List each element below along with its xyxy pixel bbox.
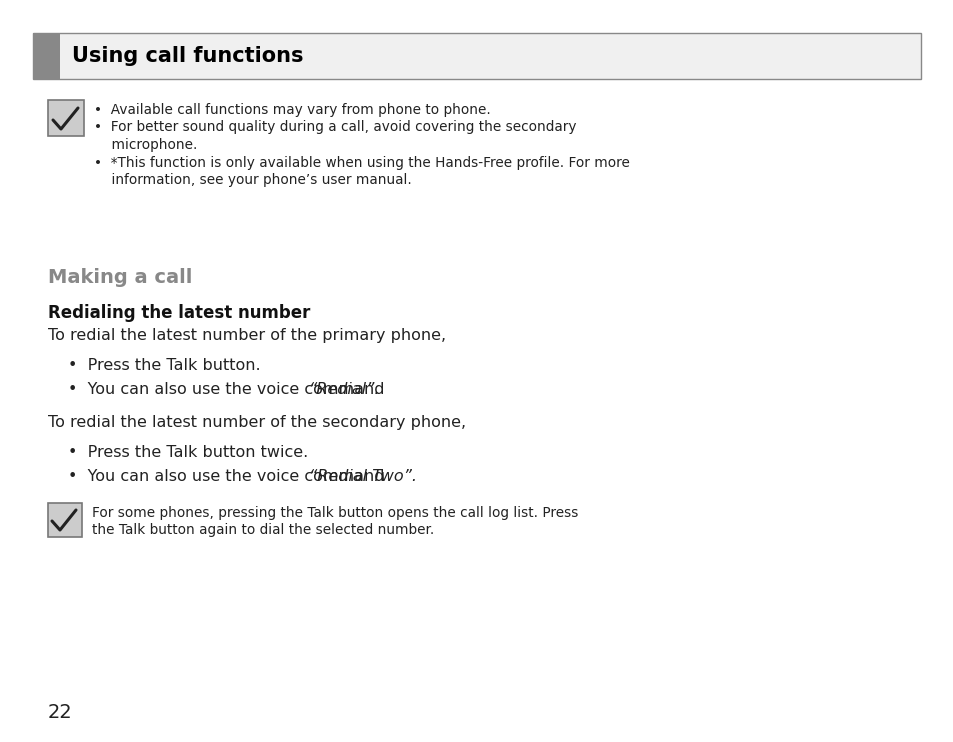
Text: •  For better sound quality during a call, avoid covering the secondary: • For better sound quality during a call… [94, 120, 576, 134]
Text: Using call functions: Using call functions [71, 46, 303, 66]
Text: •  Available call functions may vary from phone to phone.: • Available call functions may vary from… [94, 103, 490, 117]
Text: microphone.: microphone. [94, 138, 197, 152]
Text: •  You can also use the voice command: • You can also use the voice command [68, 382, 389, 397]
Text: To redial the latest number of the primary phone,: To redial the latest number of the prima… [48, 328, 446, 343]
Bar [48, 100, 84, 136]
Bar [33, 33, 920, 79]
Text: •  Press the Talk button twice.: • Press the Talk button twice. [68, 445, 308, 460]
Bar [33, 33, 60, 79]
Text: •  *This function is only available when using the Hands-Free profile. For more: • *This function is only available when … [94, 156, 629, 169]
Text: 22: 22 [48, 703, 72, 722]
Bar [48, 503, 82, 537]
Text: To redial the latest number of the secondary phone,: To redial the latest number of the secon… [48, 415, 466, 430]
Text: Making a call: Making a call [48, 268, 193, 287]
Text: For some phones, pressing the Talk button opens the call log list. Press: For some phones, pressing the Talk butto… [91, 506, 578, 520]
Text: the Talk button again to dial the selected number.: the Talk button again to dial the select… [91, 523, 434, 537]
Text: •  Press the Talk button.: • Press the Talk button. [68, 358, 260, 373]
Text: “Redial Two”.: “Redial Two”. [309, 469, 416, 484]
Text: Redialing the latest number: Redialing the latest number [48, 304, 310, 322]
Text: information, see your phone’s user manual.: information, see your phone’s user manua… [94, 173, 412, 187]
Text: •  You can also use the voice command: • You can also use the voice command [68, 469, 389, 484]
Text: “Redial”.: “Redial”. [309, 382, 380, 397]
